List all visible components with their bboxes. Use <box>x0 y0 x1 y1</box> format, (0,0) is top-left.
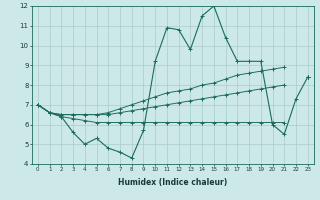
X-axis label: Humidex (Indice chaleur): Humidex (Indice chaleur) <box>118 178 228 187</box>
